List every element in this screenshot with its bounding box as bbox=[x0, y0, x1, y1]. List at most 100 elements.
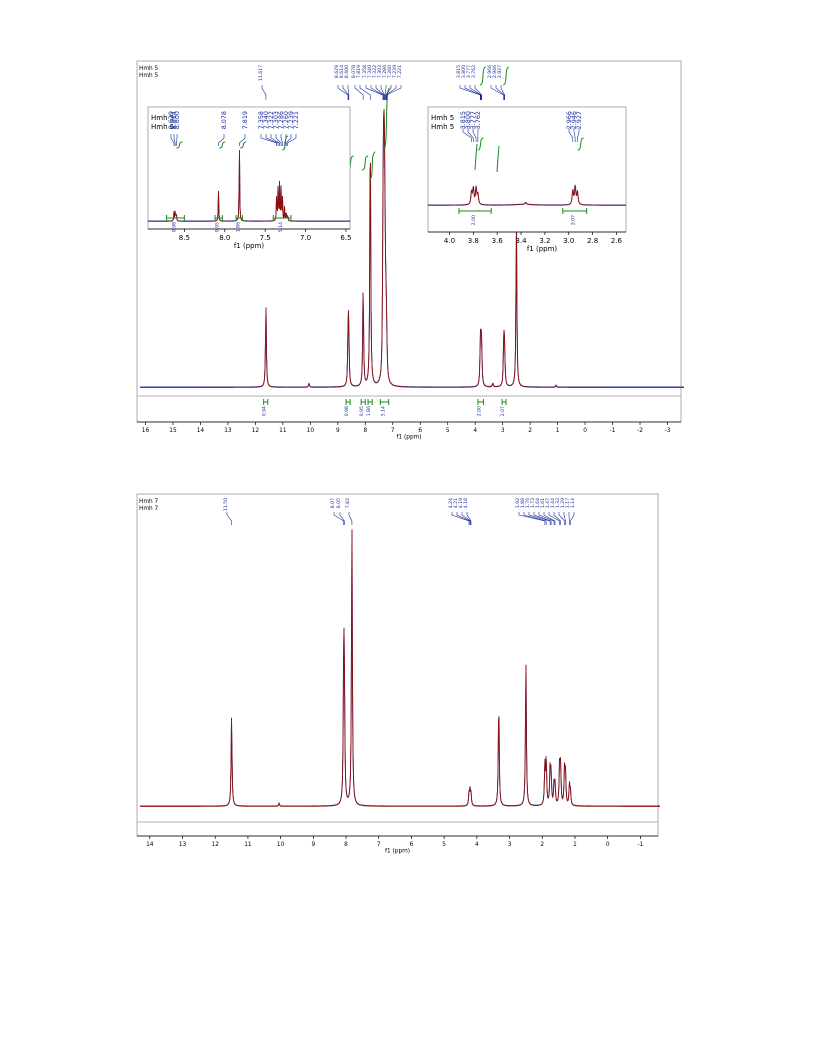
inset-peak-label: 2.966 bbox=[565, 111, 573, 129]
x-tick-label: -3 bbox=[665, 428, 671, 434]
x-tick-label: 12 bbox=[252, 428, 260, 434]
integral-value: 2.00 bbox=[471, 215, 477, 225]
inset-peak-label: 7.221 bbox=[292, 111, 300, 129]
peak-label-connector bbox=[543, 512, 556, 525]
x-tick-label: 2 bbox=[528, 428, 532, 434]
inset-frame bbox=[147, 106, 351, 230]
peak-label-connector bbox=[533, 512, 552, 525]
x-tick-label: 13 bbox=[179, 842, 187, 848]
peak-shift-label: 1.73 bbox=[530, 498, 536, 508]
peak-label-connector bbox=[523, 512, 547, 525]
integral-value: 0.95 bbox=[359, 406, 365, 416]
peak-label-connector bbox=[354, 85, 364, 100]
plot-frame bbox=[136, 493, 659, 837]
integral-value: 0.98 bbox=[171, 222, 177, 232]
x-tick-label: 8 bbox=[344, 842, 348, 848]
x-tick-label: 7 bbox=[377, 842, 381, 848]
x-tick-label: 3 bbox=[501, 428, 505, 434]
x-tick-label: 10 bbox=[277, 842, 285, 848]
inset-peak-label: 2.927 bbox=[575, 111, 583, 129]
integral-value: 1.86 bbox=[235, 222, 241, 232]
inset-peak-label: 3.800 bbox=[464, 111, 472, 129]
peak-shift-label: 8.600 bbox=[344, 65, 350, 78]
inset-integral-curve bbox=[474, 143, 478, 171]
inset-peak-connector bbox=[467, 128, 474, 142]
x-tick-label: 9 bbox=[311, 842, 315, 848]
inset-integral-curve bbox=[477, 137, 484, 151]
inset-peak-label: 7.239 bbox=[287, 111, 295, 129]
peak-shift-label: 11.50 bbox=[223, 498, 229, 511]
inset-peak-connector bbox=[577, 128, 580, 142]
peak-shift-label: 8.629 bbox=[334, 65, 340, 78]
inset-peak-label: 3.815 bbox=[459, 111, 467, 129]
peak-label-connector bbox=[261, 85, 267, 100]
integral-value: 5.14 bbox=[278, 222, 284, 232]
inset-peak-label: 8.629 bbox=[167, 111, 175, 129]
integral-curve bbox=[368, 151, 376, 181]
inset-peak-connector bbox=[275, 134, 282, 146]
x-tick-label: 4 bbox=[473, 428, 477, 434]
x-tick-label: 6 bbox=[418, 428, 422, 434]
x-tick-label: 1 bbox=[573, 842, 577, 848]
peak-shift-label: 2.946 bbox=[492, 65, 498, 78]
inset-peak-connector bbox=[285, 134, 292, 146]
inset-peak-label: 8.078 bbox=[220, 111, 228, 129]
inset-peak-label: 7.358 bbox=[257, 111, 265, 129]
sample-label: Hmh 5 bbox=[139, 66, 159, 72]
x-tick-label: 1 bbox=[556, 428, 560, 434]
peak-shift-label: 4.18 bbox=[463, 498, 469, 508]
peak-label-connector bbox=[558, 512, 565, 525]
x-tick-label: 7.5 bbox=[260, 234, 271, 242]
inset-peak-label: 3.762 bbox=[474, 111, 482, 129]
x-tick-label: 3.8 bbox=[468, 237, 479, 245]
x-tick-label: 3 bbox=[508, 842, 512, 848]
integral-value: 5.14 bbox=[381, 406, 387, 416]
inset-peak-connector bbox=[175, 134, 178, 146]
peak-label-connector bbox=[348, 512, 353, 525]
peak-label-connector bbox=[469, 85, 482, 100]
peak-shift-label: 7.286 bbox=[382, 65, 388, 78]
peak-shift-label: 7.340 bbox=[367, 65, 373, 78]
x-tick-label: 3.2 bbox=[539, 237, 550, 245]
x-tick-label: 3.0 bbox=[563, 237, 574, 245]
x-tick-label: 2.8 bbox=[587, 237, 598, 245]
peak-label-connector bbox=[538, 512, 555, 525]
peak-label-connector bbox=[461, 512, 471, 525]
peak-label-connector bbox=[459, 85, 481, 100]
peak-label-connector bbox=[380, 85, 385, 100]
inset-peak-connector bbox=[472, 128, 477, 142]
x-tick-label: 3.6 bbox=[492, 237, 504, 245]
spectrum-trace-overlay bbox=[140, 529, 661, 807]
inset-peak-label: 7.340 bbox=[262, 111, 270, 129]
peak-label-connector bbox=[474, 85, 483, 100]
inset-integral-curve bbox=[496, 145, 500, 173]
peak-shift-label: 7.358 bbox=[362, 65, 368, 78]
x-axis-label: f1 (ppm) bbox=[385, 849, 410, 855]
integral-value: 2.00 bbox=[477, 406, 483, 416]
x-tick-label: 7 bbox=[391, 428, 395, 434]
x-tick-label: 15 bbox=[169, 428, 177, 434]
inset-peak-connector bbox=[270, 134, 280, 146]
sample-label: Hmh 7 bbox=[139, 499, 159, 505]
inset-peak-label: 7.322 bbox=[267, 111, 275, 129]
x-tick-label: 9 bbox=[336, 428, 340, 434]
peak-shift-label: 3.777 bbox=[466, 65, 472, 78]
inset-peak-connector bbox=[239, 134, 246, 146]
peak-label-connector bbox=[385, 85, 392, 100]
peak-shift-label: 7.303 bbox=[377, 65, 383, 78]
inset-integral-curve bbox=[240, 141, 247, 149]
peak-shift-label: 8.078 bbox=[351, 65, 357, 78]
spectrum-trace bbox=[140, 529, 661, 807]
inset-peak-connector bbox=[218, 134, 225, 146]
inset-peak-label: 7.260 bbox=[282, 111, 290, 129]
peak-label-connector bbox=[553, 512, 561, 525]
peak-shift-label: 1.76 bbox=[525, 498, 531, 508]
inset-sample-label: Hmh 5 bbox=[431, 114, 454, 122]
peak-label-connector bbox=[370, 85, 384, 100]
peak-label-connector bbox=[375, 85, 385, 100]
x-tick-label: 14 bbox=[197, 428, 205, 434]
inset-peak-connector bbox=[280, 134, 283, 146]
inset-integral-curve bbox=[282, 135, 289, 151]
